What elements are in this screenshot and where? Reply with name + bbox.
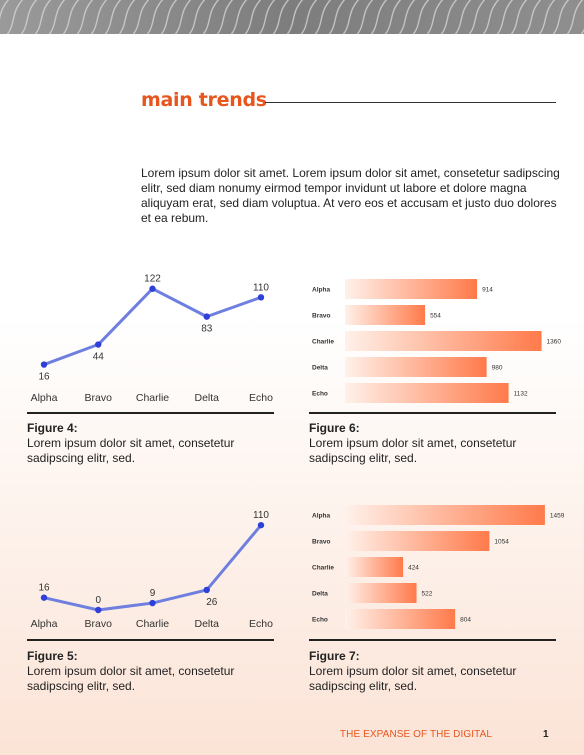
caption-label: Figure 7:: [309, 649, 360, 663]
data-label: 16: [38, 583, 50, 594]
caption-label: Figure 5:: [27, 649, 78, 663]
data-point: [95, 606, 102, 614]
category-label: Echo: [312, 617, 328, 624]
data-label: 554: [430, 313, 441, 320]
header-banner: [0, 0, 584, 34]
figure-rule: [309, 412, 556, 414]
bar: [345, 357, 487, 377]
tick-label: Delta: [194, 392, 219, 404]
category-label: Charlie: [312, 565, 334, 572]
figure-rule: [27, 639, 274, 641]
bar: [345, 609, 456, 629]
data-label: 804: [460, 617, 471, 624]
data-label: 83: [201, 324, 213, 335]
data-label: 26: [206, 597, 218, 608]
category-label: Bravo: [312, 539, 330, 546]
wave-pattern-decoration: [0, 0, 584, 34]
caption-text: Lorem ipsum dolor sit amet, consetetur s…: [309, 436, 517, 465]
caption-text: Lorem ipsum dolor sit amet, consetetur s…: [309, 664, 517, 693]
data-point: [40, 361, 48, 368]
bar-chart-fig6: Alpha 914 Bravo 554 Charlie 1360 Delta 980 Echo 1…: [309, 276, 561, 406]
bar: [345, 583, 417, 603]
page-number: 1: [543, 729, 549, 740]
tick-label: Charlie: [136, 392, 169, 404]
category-label: Bravo: [312, 313, 330, 320]
bar: [345, 305, 426, 325]
caption-label: Figure 4:: [27, 421, 78, 435]
bar: [345, 505, 545, 525]
data-label: 9: [150, 588, 156, 599]
series-line: [42, 287, 263, 367]
data-label: 1459: [550, 513, 565, 520]
bar: [345, 279, 478, 299]
data-label: 0: [95, 595, 101, 606]
tick-label: Alpha: [31, 392, 58, 404]
tick-label: Alpha: [31, 618, 58, 630]
caption-text: Lorem ipsum dolor sit amet, consetetur s…: [27, 436, 235, 465]
caption-fig5: Figure 5: Lorem ipsum dolor sit amet, co…: [27, 649, 277, 694]
category-label: Delta: [312, 365, 328, 372]
data-point: [203, 313, 210, 320]
data-label: 122: [144, 274, 161, 285]
tick-label: Bravo: [85, 392, 113, 404]
title-rule: [265, 102, 556, 103]
bar-chart-fig7: Alpha 1459 Bravo 1054 Charlie 424 Delta 522 Echo…: [309, 502, 565, 632]
line-chart-fig4: 16 44 122 83 110 Alpha Bravo Charlie Delta Echo: [27, 262, 277, 407]
caption-fig4: Figure 4: Lorem ipsum dolor sit amet, co…: [27, 421, 277, 466]
data-point: [40, 594, 48, 601]
data-label: 110: [253, 510, 269, 521]
data-point: [203, 586, 210, 594]
footer-title: THE EXPANSE OF THE DIGITAL: [339, 729, 492, 740]
data-label: 110: [253, 282, 269, 293]
category-label: Charlie: [312, 339, 334, 346]
tick-label: Echo: [249, 618, 273, 630]
data-label: 1132: [514, 391, 528, 398]
figure-rule: [27, 412, 274, 414]
data-label: 424: [408, 565, 419, 572]
data-point: [257, 521, 265, 529]
data-point: [95, 341, 102, 348]
page-title: main trends: [141, 89, 267, 111]
tick-label: Charlie: [136, 618, 169, 630]
bar: [345, 383, 509, 403]
caption-fig6: Figure 6: Lorem ipsum dolor sit amet, co…: [309, 421, 559, 466]
data-label: 522: [422, 591, 433, 598]
data-point: [149, 285, 156, 292]
line-chart-fig5: 16 0 9 26 110 Alpha Bravo Charlie Delta Echo: [27, 500, 277, 635]
data-label: 1360: [547, 339, 562, 346]
bar: [345, 531, 490, 551]
bar: [345, 331, 542, 351]
data-label: 16: [38, 372, 50, 383]
data-label: 980: [492, 365, 503, 372]
category-label: Echo: [312, 391, 328, 398]
data-label: 44: [93, 352, 105, 363]
intro-paragraph: Lorem ipsum dolor sit amet. Lorem ipsum …: [141, 166, 560, 225]
caption-label: Figure 6:: [309, 421, 360, 435]
figure-rule: [309, 639, 556, 641]
bar: [345, 557, 404, 577]
tick-label: Delta: [194, 618, 219, 630]
caption-text: Lorem ipsum dolor sit amet, consetetur s…: [27, 664, 235, 693]
category-label: Alpha: [312, 287, 330, 294]
tick-label: Echo: [249, 392, 273, 404]
data-label: 1054: [494, 539, 509, 546]
data-point: [149, 599, 156, 607]
tick-label: Bravo: [85, 618, 113, 630]
category-label: Delta: [312, 591, 328, 598]
category-label: Alpha: [312, 513, 330, 520]
data-point: [257, 294, 265, 301]
data-label: 914: [482, 287, 493, 294]
caption-fig7: Figure 7: Lorem ipsum dolor sit amet, co…: [309, 649, 559, 694]
